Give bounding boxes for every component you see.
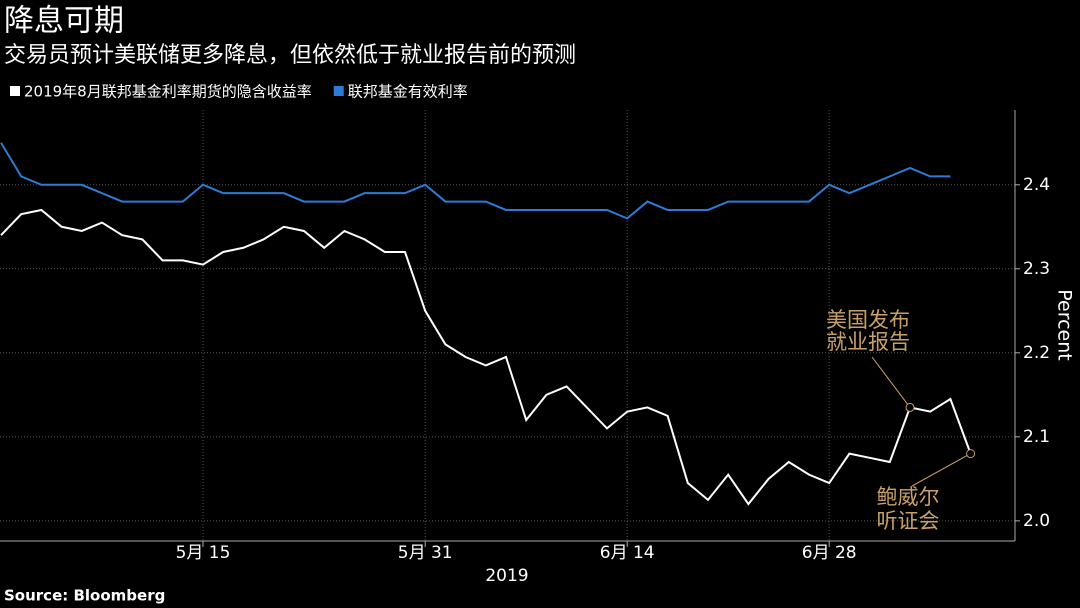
- annotation-text: 就业报告: [826, 330, 910, 354]
- annotation-point: [966, 449, 976, 459]
- legend-swatch: [333, 86, 344, 96]
- y-tick-label: 2.3: [1023, 259, 1050, 279]
- y-tick-label: 2.1: [1023, 427, 1050, 447]
- y-tick-label: 2.0: [1023, 511, 1050, 531]
- legend-label: 联邦基金有效利率: [348, 83, 468, 101]
- y-axis-label: Percent: [1054, 289, 1076, 361]
- x-tick-label: 6月 28: [802, 543, 857, 563]
- series-line: [0, 142, 951, 220]
- x-tick-label: 5月 15: [176, 543, 231, 563]
- annotation-leader: [871, 356, 911, 408]
- x-tick-label: 5月 31: [398, 543, 453, 563]
- chart-subtitle: 交易员预计美联储更多降息，但依然低于就业报告前的预测: [4, 43, 576, 68]
- legend-swatch: [10, 86, 20, 96]
- chart-title: 降息可期: [4, 4, 124, 39]
- annotation-text: 听证会: [877, 509, 940, 533]
- legend-label: 2019年8月联邦基金利率期货的隐含收益率: [24, 83, 312, 101]
- annotation-point: [905, 402, 915, 412]
- annotation-text: 鲍威尔: [877, 485, 940, 509]
- source: Source: Bloomberg: [4, 587, 165, 605]
- y-tick-label: 2.4: [1023, 175, 1050, 195]
- x-tick-label: 6月 14: [600, 543, 655, 563]
- x-axis-label: 2019: [485, 566, 528, 586]
- annotation-leader: [911, 453, 971, 487]
- series-line: [0, 208, 972, 506]
- y-tick-label: 2.2: [1023, 343, 1050, 363]
- annotation-text: 美国发布: [826, 308, 910, 332]
